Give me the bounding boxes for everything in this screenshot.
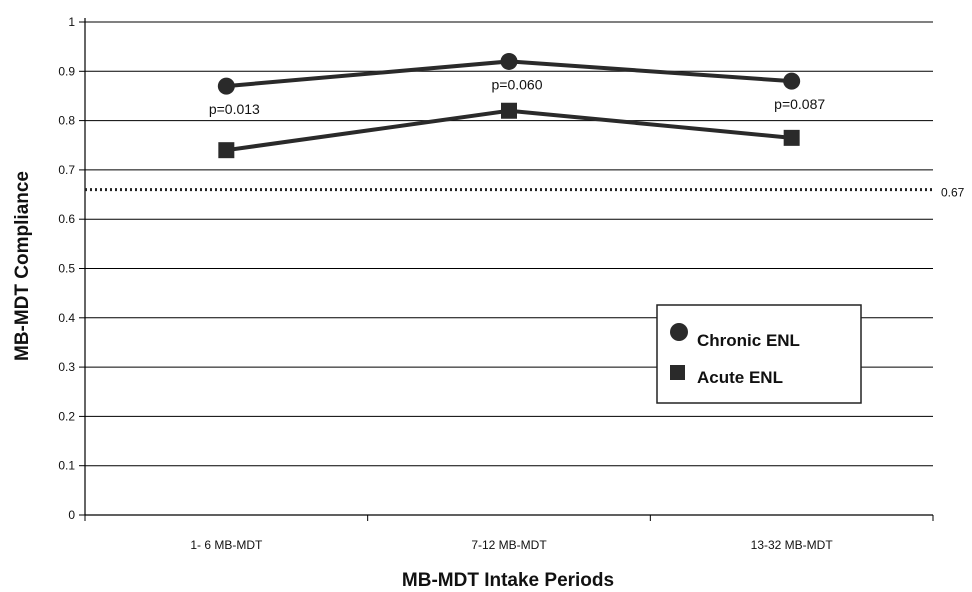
y-tick-label: 0.1 [58,459,75,473]
x-axis-title: MB-MDT Intake Periods [402,570,614,591]
data-point-acute-enl [218,142,234,158]
legend: Chronic ENL Acute ENL [657,305,861,403]
x-tick-label: 1- 6 MB-MDT [190,538,263,552]
x-axis-ticks: 1- 6 MB-MDT 7-12 MB-MDT 13-32 MB-MDT [85,515,933,552]
y-tick-label: 0.9 [58,64,75,78]
data-point-chronic-enl [783,73,800,90]
y-tick-label: 0.4 [58,311,75,325]
y-tick-label: 0.8 [58,114,75,128]
y-tick-label: 0.2 [58,409,75,423]
data-point-acute-enl [501,103,517,119]
x-tick-label: 7-12 MB-MDT [471,538,547,552]
data-point-chronic-enl [218,78,235,95]
y-tick-label: 0 [68,508,75,522]
y-tick-label: 0.6 [58,212,75,226]
reference-line: 0.67 [85,186,965,200]
y-tick-label: 0.3 [58,360,75,374]
legend-label-acute-enl: Acute ENL [697,368,783,387]
legend-marker-chronic-enl [670,323,688,341]
y-axis-title: MB-MDT Compliance [12,171,33,361]
series [218,53,800,158]
x-tick-label: 13-32 MB-MDT [751,538,834,552]
y-tick-label: 0.7 [58,163,75,177]
data-point-acute-enl [784,130,800,146]
axes [85,18,933,515]
y-axis-ticks: 0 0.1 0.2 0.3 0.4 0.5 0.6 0.7 0.8 0.9 1 [58,15,85,522]
p-value-annotation: p=0.087 [774,96,825,112]
legend-box [657,305,861,403]
legend-label-chronic-enl: Chronic ENL [697,331,800,350]
reference-line-label: 0.67 [941,186,965,200]
y-tick-label: 1 [68,15,75,29]
p-value-annotation: p=0.060 [492,76,543,92]
p-value-annotation: p=0.013 [209,101,260,117]
data-point-chronic-enl [501,53,518,70]
legend-marker-acute-enl [670,365,685,380]
y-tick-label: 0.5 [58,262,75,276]
